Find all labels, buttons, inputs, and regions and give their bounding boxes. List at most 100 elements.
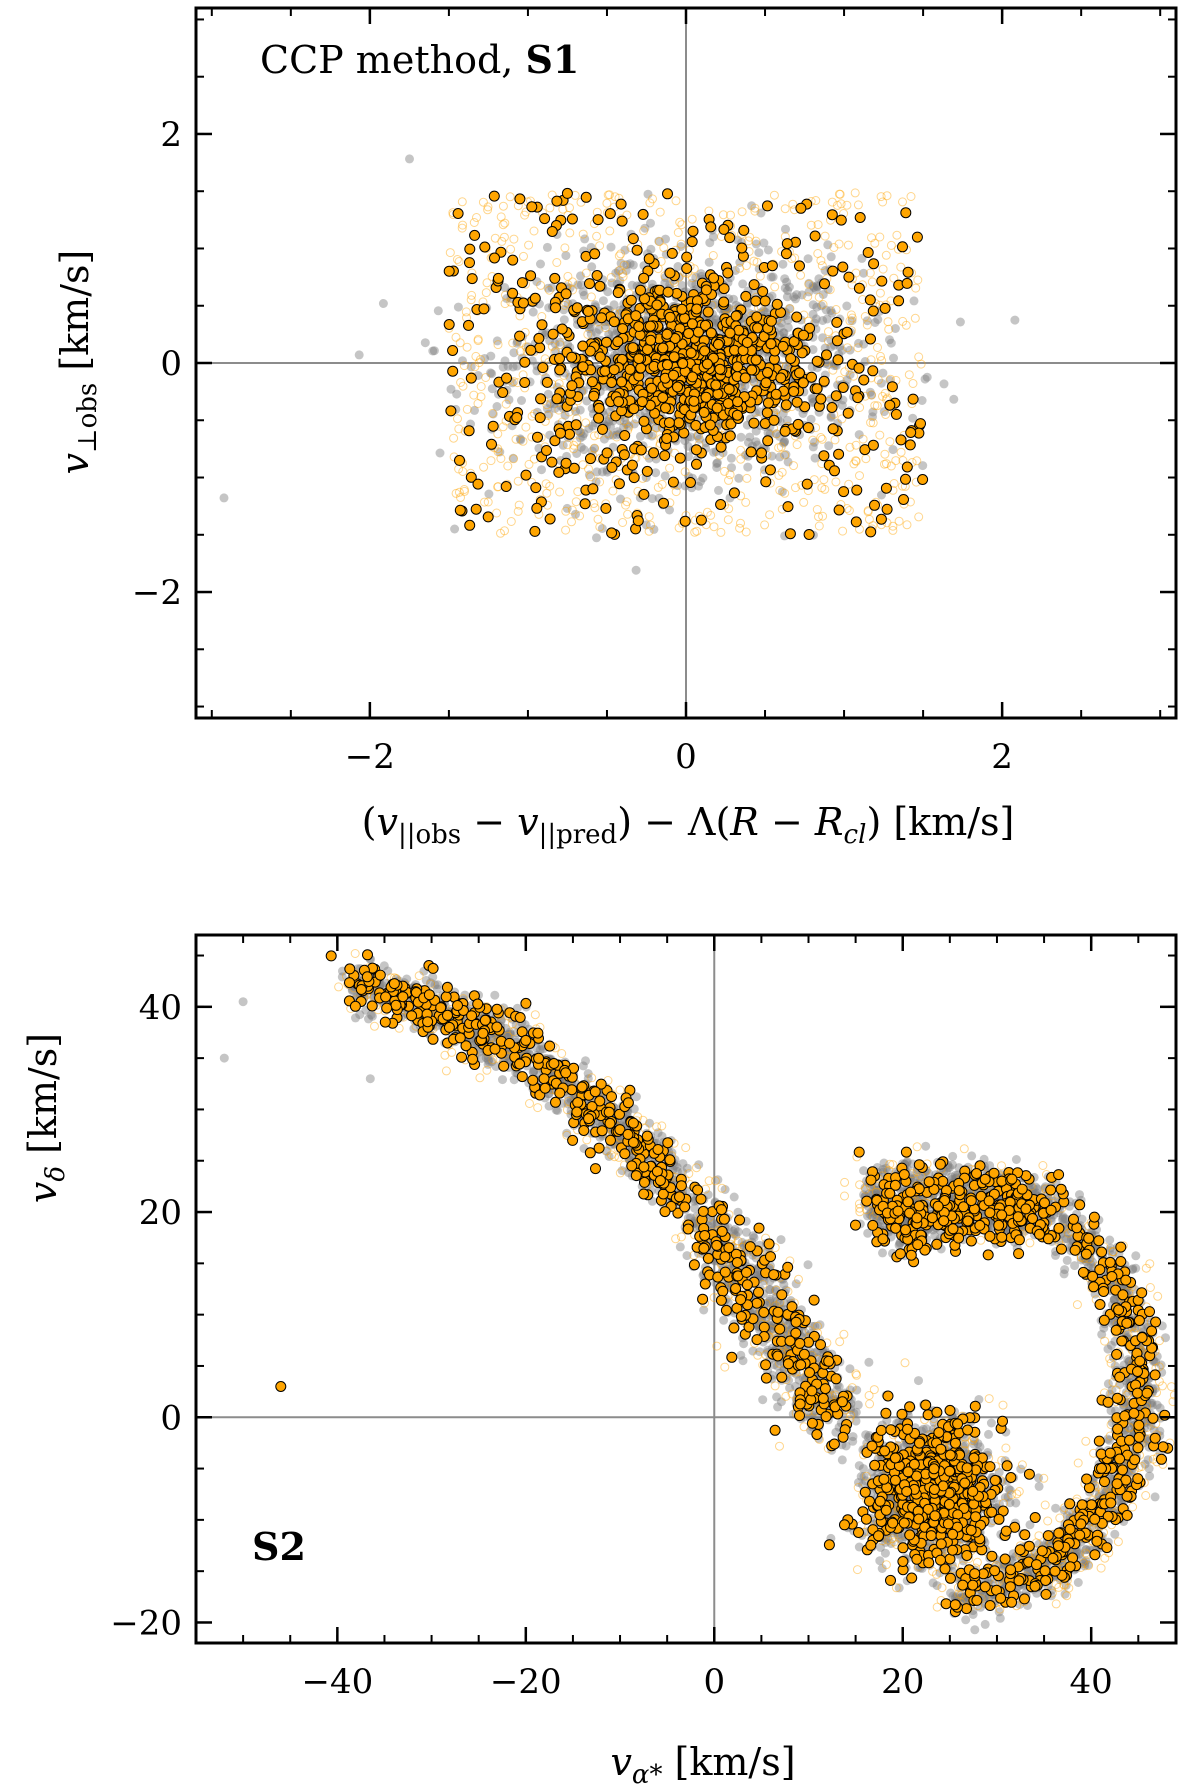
open-point: [473, 336, 483, 346]
member-point: [869, 499, 880, 511]
gray-point: [854, 430, 864, 440]
member-point: [911, 231, 923, 243]
gray-point: [600, 321, 610, 331]
member-point: [627, 342, 639, 354]
open-point: [785, 304, 795, 314]
member-point: [886, 381, 898, 393]
open-point: [901, 320, 911, 330]
member-point: [636, 396, 648, 408]
gray-point: [852, 1385, 862, 1395]
open-point: [831, 477, 841, 487]
open-point: [791, 483, 800, 493]
gray-point: [917, 396, 927, 405]
panel-s1: −2 0 2−202 CCP method, S1 (v||obs − v||pre…: [53, 6, 1178, 850]
gray-point: [847, 316, 857, 326]
gray-point: [712, 463, 722, 472]
member-point: [556, 323, 568, 335]
gray-point: [783, 286, 793, 295]
member-point: [554, 353, 565, 364]
open-point: [542, 400, 552, 410]
gray-point: [631, 565, 641, 575]
member-point: [700, 319, 711, 331]
member-point: [517, 297, 529, 309]
gray-point: [808, 281, 818, 291]
open-point: [814, 521, 824, 531]
gray-point: [772, 1392, 782, 1402]
gray-point: [845, 370, 855, 380]
open-point: [456, 378, 466, 387]
member-point: [867, 365, 879, 377]
gray-point: [640, 223, 650, 233]
gray-point: [608, 430, 618, 440]
gray-point: [791, 294, 800, 304]
gray-point: [711, 314, 721, 324]
open-point: [880, 459, 889, 469]
open-point: [769, 190, 779, 200]
gray-point: [645, 1118, 654, 1128]
gray-point: [860, 357, 870, 366]
member-point: [604, 208, 616, 220]
open-point: [518, 436, 528, 446]
member-point: [588, 390, 600, 402]
open-point: [602, 198, 612, 208]
open-point: [565, 228, 575, 238]
gray-point: [351, 1013, 360, 1023]
gray-point: [559, 315, 569, 325]
gray-point: [826, 252, 836, 262]
open-point: [462, 342, 472, 352]
gray-point: [529, 1067, 539, 1077]
member-point: [688, 395, 700, 407]
gray-point: [661, 234, 670, 244]
open-point: [454, 487, 464, 497]
open-point: [878, 264, 888, 274]
member-point: [819, 278, 830, 290]
open-point: [765, 510, 775, 520]
open-point: [855, 471, 864, 481]
member-point: [853, 362, 865, 374]
gray-point: [573, 280, 583, 290]
member-point: [663, 417, 675, 429]
open-point: [671, 196, 681, 206]
gray-point: [821, 305, 831, 315]
open-point: [500, 218, 510, 228]
member-point: [673, 417, 685, 429]
open-point: [479, 462, 489, 472]
open-point: [592, 231, 602, 241]
member-point: [779, 425, 791, 437]
member-point: [704, 419, 716, 431]
member-point: [681, 263, 693, 274]
gray-point: [492, 402, 502, 411]
open-point: [467, 290, 477, 300]
member-point: [686, 318, 698, 330]
member-point: [525, 344, 537, 356]
member-point: [881, 503, 893, 515]
member-point: [516, 277, 528, 289]
member-point: [685, 477, 696, 488]
member-point: [700, 284, 712, 296]
member-point: [760, 476, 772, 488]
gray-point: [781, 450, 791, 460]
gray-point: [818, 333, 828, 343]
gray-point: [754, 248, 764, 258]
member-point: [868, 258, 880, 270]
open-point: [790, 253, 800, 263]
open-point: [509, 234, 519, 244]
open-point: [493, 429, 503, 439]
gray-point: [571, 509, 580, 519]
member-point: [765, 315, 777, 327]
gray-point: [571, 407, 581, 416]
open-point: [675, 217, 685, 227]
member-point: [507, 287, 519, 299]
member-point: [638, 488, 650, 500]
member-point: [500, 481, 512, 492]
open-point: [567, 505, 577, 515]
member-point: [608, 316, 620, 328]
open-point: [884, 324, 894, 334]
gray-point: [562, 503, 572, 513]
gray-point: [770, 408, 780, 418]
member-point: [577, 361, 589, 373]
gray-point: [653, 1128, 663, 1138]
member-point: [879, 302, 891, 314]
open-point: [563, 271, 573, 281]
gray-point: [597, 524, 607, 533]
